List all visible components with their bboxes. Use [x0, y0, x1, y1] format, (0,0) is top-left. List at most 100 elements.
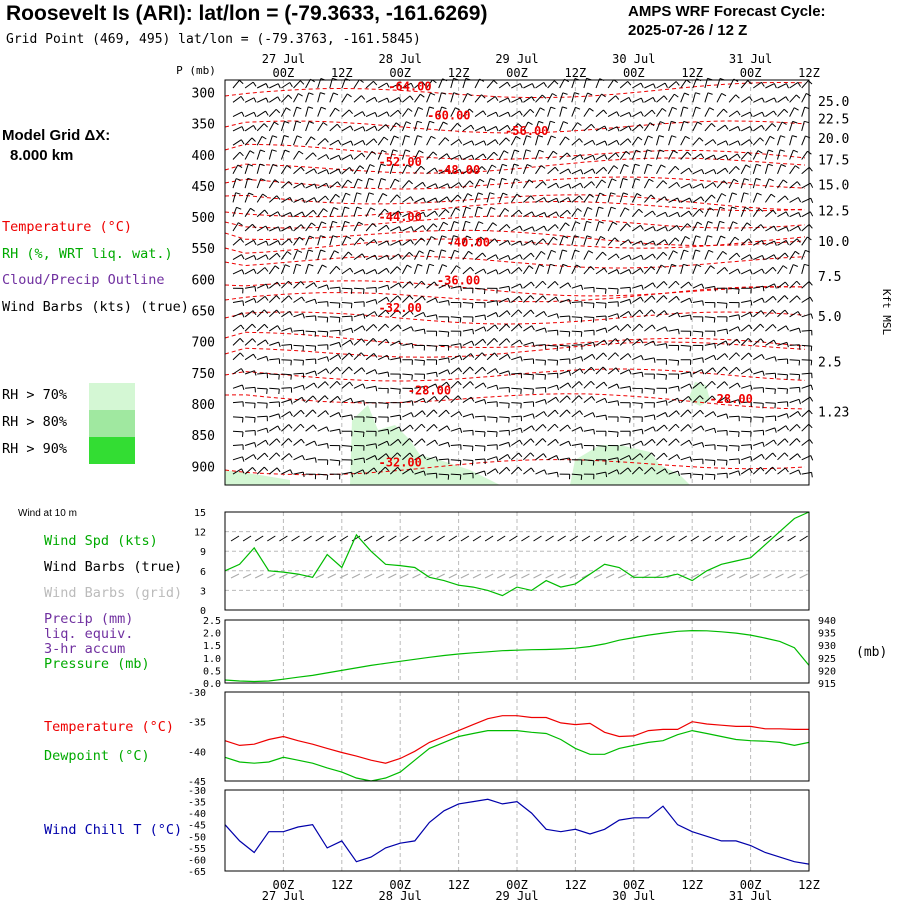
wind-barb-flag [550, 263, 556, 267]
wind-barb [716, 302, 728, 304]
wind-barb-flag [309, 235, 315, 239]
wind-barb-flag [556, 455, 560, 461]
wind-barb-flag [397, 295, 402, 300]
wind-barb [450, 411, 460, 418]
wind-barb [559, 136, 566, 146]
wind-barb-flag [773, 83, 777, 89]
wind-barb [293, 150, 300, 160]
wind-barb-flag [711, 194, 716, 199]
wind-barb-flag [663, 281, 668, 286]
wind-barb-10m [363, 535, 373, 542]
wind-barb [462, 235, 467, 246]
wind-barb [256, 452, 265, 461]
wind-barb-flag [435, 372, 438, 378]
wind-barb-flag [514, 178, 520, 182]
wind-barb-flag [726, 329, 729, 335]
wind-barb-flag [532, 374, 534, 380]
wind-barb-flag [639, 309, 644, 315]
wind-barb [232, 151, 241, 160]
wind-barb-flag [274, 265, 280, 270]
wind-barb [620, 416, 631, 419]
wind-barb-flag [562, 106, 568, 109]
wind-barb-flag [687, 409, 692, 414]
wind-barb-flag [797, 197, 802, 203]
wind-barb [680, 121, 685, 132]
wind-barb [571, 356, 582, 361]
wind-barb-flag [604, 154, 608, 160]
wind-barb-flag [442, 121, 448, 125]
wind-barb [728, 140, 739, 146]
wind-barb [583, 316, 594, 318]
model-grid-info: Model Grid ΔX: 8.000 km [2, 126, 110, 166]
wind-barb-flag [623, 192, 629, 195]
wind-barb-flag [761, 354, 765, 359]
wind-barb-flag [639, 323, 644, 329]
wind-barb [535, 359, 546, 361]
wind-barb-flag [423, 312, 426, 318]
wind-barb-flag [314, 331, 317, 337]
wind-barb-flag [371, 150, 377, 155]
wind-barb-flag [370, 207, 376, 211]
wind-barb [559, 197, 569, 203]
wind-barb [607, 352, 616, 361]
wind-barb-10m [533, 535, 542, 542]
wind-barb [511, 83, 521, 89]
wind-barb-10m [630, 535, 639, 542]
wind-barb-flag [251, 137, 256, 142]
wind-barb-flag [241, 126, 245, 132]
wind-barb [390, 282, 400, 289]
wind-barb-flag [323, 208, 328, 213]
wind-barb-flag [417, 120, 423, 124]
wind-barb-flag [249, 150, 255, 154]
wind-barb-flag [699, 395, 704, 400]
wind-barb-flag [411, 400, 414, 406]
wind-barb [777, 295, 785, 303]
wind-barb [486, 80, 494, 89]
wind-barb [317, 410, 326, 418]
wind-barb [668, 423, 677, 432]
wind-barb [438, 300, 449, 303]
wind-barb [801, 106, 806, 117]
wind-barb [631, 193, 638, 203]
wind-barb [668, 280, 677, 289]
wind-barb [643, 122, 651, 132]
wind-barb [777, 96, 787, 103]
wind-barb-flag [634, 163, 640, 167]
wind-barb-flag [358, 221, 364, 225]
wind-barb [499, 441, 509, 446]
wind-barb [571, 426, 582, 432]
wind-barb [402, 251, 410, 260]
wind-barb [245, 416, 256, 419]
wind-barb [401, 121, 407, 132]
wind-barb [353, 192, 358, 203]
wind-barb-flag [337, 181, 341, 187]
wind-barb [619, 111, 630, 118]
wind-barb-flag [490, 178, 496, 181]
bottom-time-tick: 12Z [681, 878, 703, 892]
wind-barb-flag [504, 207, 510, 212]
wind-barb-flag [429, 263, 435, 267]
wind-barb-flag [481, 166, 486, 171]
wind-barb-flag [603, 381, 608, 387]
wind-barb [777, 265, 784, 275]
wind-barb [559, 424, 568, 432]
wind-barb-flag [696, 264, 702, 268]
wind-barb-flag [614, 352, 619, 357]
wind-barb [523, 325, 533, 332]
wind-barb-flag [627, 81, 632, 86]
wind-barb [353, 95, 362, 103]
wind-barb [559, 282, 569, 289]
pressure-axis-label: P (mb) [176, 64, 216, 77]
wind-barb-flag [712, 182, 717, 187]
wind-barb [740, 96, 750, 103]
wind-barb-flag [235, 178, 241, 181]
wind-barb [619, 369, 630, 375]
wind-barb-flag [544, 360, 546, 366]
wind-barb-flag [375, 299, 378, 305]
wind-barb [704, 265, 712, 275]
wind-barb [390, 253, 399, 261]
wind-barb [450, 182, 460, 189]
wind-barb-flag [517, 123, 523, 128]
wind-barb [414, 224, 424, 232]
wind-barb [317, 473, 328, 476]
